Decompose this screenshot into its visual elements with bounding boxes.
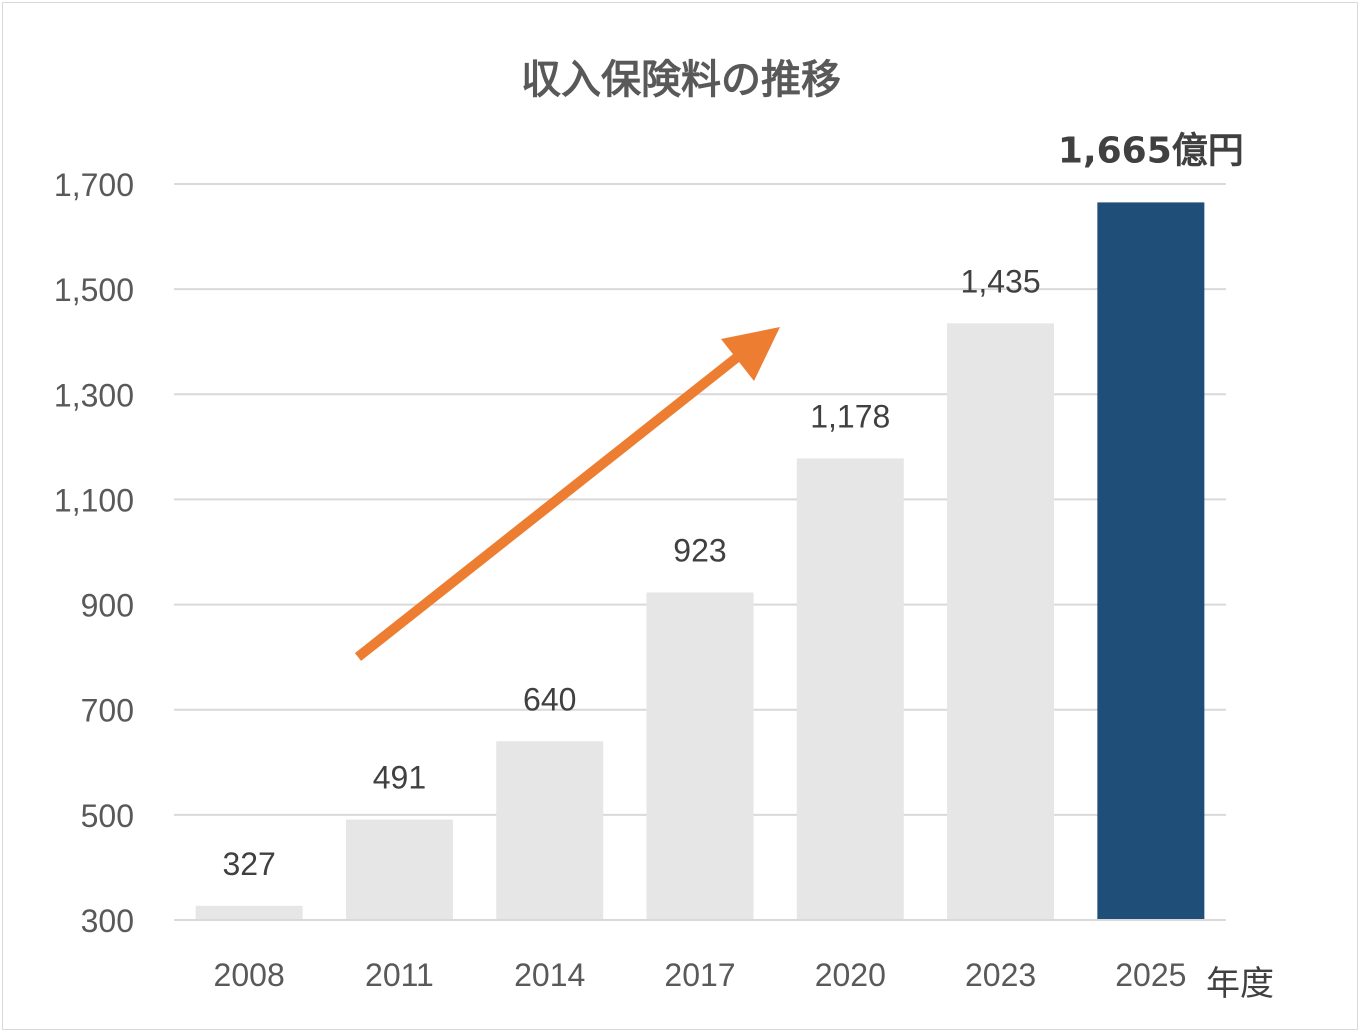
bar [496, 741, 604, 920]
bar [195, 905, 303, 920]
x-tick-label: 2020 [815, 957, 886, 993]
trend-arrow-head [721, 327, 780, 381]
y-tick-label: 1,700 [54, 167, 134, 203]
y-tick-label: 1,100 [54, 482, 134, 518]
bar [345, 819, 453, 920]
data-label: 327 [222, 846, 275, 882]
y-tick-label: 1,500 [54, 272, 134, 308]
x-tick-label: 2017 [664, 957, 735, 993]
x-axis: 2008 2011 2014 2017 2020 2023 2025 [174, 919, 1226, 993]
x-tick-label: 2011 [365, 957, 434, 993]
y-tick-label: 300 [81, 903, 134, 939]
data-label: 1,665億円 [1058, 130, 1244, 171]
x-tick-label: 2014 [514, 957, 585, 993]
y-tick-label: 700 [81, 693, 134, 729]
data-label: 1,178 [810, 398, 890, 434]
data-label: 923 [673, 532, 726, 568]
x-tick-label: 2008 [214, 957, 285, 993]
data-label: 1,435 [961, 263, 1041, 299]
trend-arrow-shaft [354, 351, 744, 661]
bar [796, 458, 904, 920]
data-labels: 327 491 640 923 1,178 1,435 1,665億円 [222, 130, 1243, 881]
bars [195, 202, 1205, 920]
bar-highlight [1097, 202, 1205, 920]
bar [947, 323, 1055, 920]
y-axis: 300 500 700 900 1,100 1,300 1,500 1,700 [54, 167, 134, 939]
data-label: 640 [523, 681, 576, 717]
x-unit-label: 年度 [1206, 964, 1274, 1004]
y-tick-label: 900 [81, 588, 134, 624]
chart-title: 収入保険料の推移 [521, 57, 841, 103]
y-tick-label: 1,300 [54, 377, 134, 413]
data-label: 491 [373, 760, 426, 796]
bar [646, 592, 754, 920]
y-tick-label: 500 [81, 798, 134, 834]
trend-arrow [354, 327, 780, 661]
x-tick-label: 2025 [1115, 957, 1186, 993]
x-tick-label: 2023 [965, 957, 1036, 993]
